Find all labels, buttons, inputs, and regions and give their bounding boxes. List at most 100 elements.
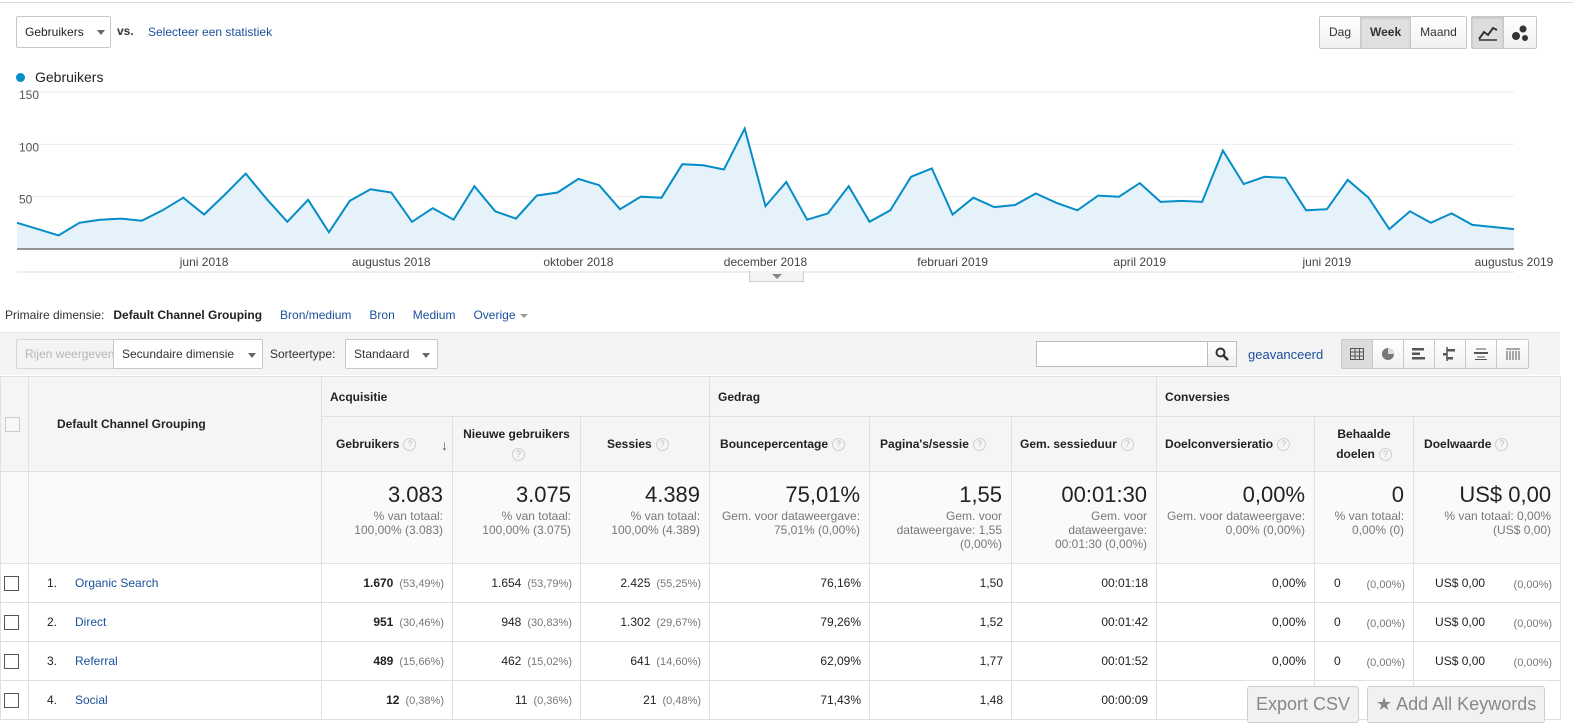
row-percent-sessions: (0,48%) bbox=[662, 695, 702, 707]
help-icon[interactable]: ? bbox=[655, 438, 669, 452]
totals-goal-value-value: US$ 0,00 bbox=[1459, 482, 1552, 507]
view-comparison-button[interactable] bbox=[1435, 340, 1466, 368]
column-header-bounce[interactable]: Bouncepercentage? bbox=[709, 416, 871, 472]
row-value-pages: 1,77 bbox=[979, 654, 1004, 668]
x-tick-label: december 2018 bbox=[724, 255, 808, 269]
help-icon[interactable]: ? bbox=[972, 438, 986, 452]
totals-label-cell bbox=[28, 471, 322, 564]
line-chart-button[interactable] bbox=[1472, 17, 1504, 48]
view-data-button[interactable] bbox=[1342, 340, 1373, 368]
metric-select[interactable]: Gebruikers bbox=[16, 16, 111, 48]
row-value-conv: 0,00% bbox=[1272, 654, 1307, 668]
totals-users-value: 3.083 bbox=[387, 482, 443, 507]
search-button[interactable] bbox=[1207, 341, 1237, 367]
row-channel-link[interactable]: Direct bbox=[75, 615, 107, 629]
export-csv-button[interactable]: Export CSV bbox=[1247, 686, 1360, 723]
period-week-button[interactable]: Week bbox=[1361, 17, 1412, 48]
row-channel-link[interactable]: Social bbox=[75, 693, 108, 707]
help-icon[interactable]: ? bbox=[1495, 438, 1509, 452]
primary-dimension-source[interactable]: Bron bbox=[369, 308, 395, 322]
row-index: 4. bbox=[47, 693, 58, 707]
row-channel-link[interactable]: Referral bbox=[75, 654, 118, 668]
help-icon[interactable]: ? bbox=[1378, 448, 1392, 462]
totals-bounce-sub: Gem. voor dataweergave: 75,01% (0,00%) bbox=[721, 509, 861, 537]
totals-sessions-sub: % van totaal: 100,00% (4.389) bbox=[611, 509, 701, 537]
row-cell-users: 489 (15,66%) bbox=[321, 641, 453, 681]
chevron-down-icon bbox=[248, 353, 256, 358]
help-icon[interactable]: ? bbox=[512, 448, 525, 462]
row-channel-link[interactable]: Organic Search bbox=[75, 576, 159, 590]
row-cell-bounce: 71,43% bbox=[709, 680, 871, 720]
totals-duration-value: 00:01:30 bbox=[1061, 482, 1148, 507]
row-checkbox[interactable] bbox=[4, 653, 19, 669]
totals-bounce: 75,01% Gem. voor dataweergave: 75,01% (0,… bbox=[709, 471, 871, 564]
x-tick-label: april 2019 bbox=[1113, 255, 1166, 269]
view-term-cloud-button[interactable] bbox=[1466, 340, 1497, 368]
period-day-button[interactable]: Dag bbox=[1320, 17, 1362, 48]
primary-dimension-other-label: Overige bbox=[473, 308, 516, 322]
x-tick-label: juni 2018 bbox=[179, 255, 229, 269]
row-checkbox[interactable] bbox=[4, 575, 19, 591]
row-value-new: 11 bbox=[515, 693, 528, 707]
row-channel-cell: 4. Social bbox=[28, 680, 322, 720]
secondary-dimension-select[interactable]: Secundaire dimensie bbox=[113, 339, 263, 369]
advanced-filter-link[interactable]: geavanceerd bbox=[1248, 347, 1324, 362]
primary-dimension-source-medium[interactable]: Bron/medium bbox=[280, 308, 352, 322]
primary-dimension-active[interactable]: Default Channel Grouping bbox=[113, 308, 263, 322]
x-tick-label: augustus 2018 bbox=[352, 255, 431, 269]
row-percent-value: (0,00%) bbox=[1513, 656, 1553, 669]
column-header-goal-conversion-rate-label: Doelconversieratio bbox=[1165, 436, 1274, 451]
totals-duration-sub: Gem. voor dataweergave: 00:01:30 (0,00%) bbox=[1054, 509, 1148, 551]
help-icon[interactable]: ? bbox=[1120, 438, 1134, 452]
column-header-users[interactable]: Gebruikers? ↓ bbox=[321, 416, 453, 472]
row-checkbox[interactable] bbox=[4, 614, 19, 630]
row-checkbox-cell bbox=[0, 641, 29, 681]
view-percentage-button[interactable] bbox=[1373, 340, 1404, 368]
row-value-goals: 0 bbox=[1334, 614, 1341, 629]
row-value-conv: 0,00% bbox=[1272, 615, 1307, 629]
column-header-new-users-label: Nieuwe gebruikers bbox=[463, 427, 570, 441]
column-header-pages-session[interactable]: Pagina's/sessie? bbox=[869, 416, 1013, 472]
series-area bbox=[17, 128, 1514, 249]
metric-select-value: Gebruikers bbox=[25, 25, 84, 39]
column-header-sessions[interactable]: Sessies? bbox=[579, 416, 711, 472]
totals-new-users: 3.075% van totaal: 100,00% (3.075) bbox=[452, 471, 581, 564]
row-value-sessions: 21 bbox=[643, 693, 657, 707]
chart-expand-handle[interactable] bbox=[749, 271, 804, 282]
sort-type-select[interactable]: Standaard bbox=[345, 339, 438, 369]
table-search-input[interactable] bbox=[1036, 341, 1208, 367]
view-pivot-button[interactable] bbox=[1497, 340, 1528, 368]
row-cell-pages: 1,77 bbox=[869, 641, 1013, 681]
totals-new-users-value: 3.075 bbox=[515, 482, 571, 507]
row-cell-sessions: 1.302 (29,67%) bbox=[579, 602, 711, 642]
select-statistic-link[interactable]: Selecteer een statistiek bbox=[148, 25, 273, 39]
row-value-pages: 1,52 bbox=[979, 615, 1004, 629]
term-cloud-icon bbox=[1474, 348, 1488, 360]
view-performance-button[interactable] bbox=[1404, 340, 1435, 368]
primary-dimension-medium[interactable]: Medium bbox=[412, 308, 456, 322]
primary-dimension-other[interactable]: Overige bbox=[473, 308, 528, 322]
line-chart-icon bbox=[1477, 26, 1497, 41]
show-rows-button[interactable]: Rijen weergeven bbox=[16, 339, 124, 369]
column-header-avg-duration[interactable]: Gem. sessieduur? bbox=[1011, 416, 1158, 472]
help-icon[interactable]: ? bbox=[1277, 438, 1291, 452]
add-all-keywords-button[interactable]: ★ Add All Keywords bbox=[1367, 686, 1546, 723]
help-icon[interactable]: ? bbox=[403, 438, 417, 452]
row-value-duration: 00:00:09 bbox=[1101, 693, 1149, 707]
row-checkbox[interactable] bbox=[4, 692, 19, 708]
column-header-goal-completions[interactable]: Behaalde doelen? bbox=[1314, 416, 1415, 472]
column-header-new-users[interactable]: Nieuwe gebruikers? bbox=[452, 416, 581, 472]
select-all-checkbox[interactable] bbox=[5, 416, 20, 432]
x-tick-label: februari 2019 bbox=[917, 255, 988, 269]
motion-chart-button[interactable] bbox=[1504, 17, 1536, 48]
primary-dimension-bar: Primaire dimensie: Default Channel Group… bbox=[5, 308, 546, 322]
column-header-goal-completions-label: Behaalde doelen bbox=[1336, 427, 1391, 461]
help-icon[interactable]: ? bbox=[832, 438, 846, 452]
dimension-header[interactable]: Default Channel Grouping bbox=[28, 376, 322, 472]
row-cell-value: US$ 0,00 (0,00%) bbox=[1413, 563, 1562, 603]
period-month-button[interactable]: Maand bbox=[1411, 17, 1466, 48]
column-header-goal-conversion-rate[interactable]: Doelconversieratio? bbox=[1156, 416, 1316, 472]
chevron-down-icon bbox=[519, 313, 528, 318]
column-header-goal-value[interactable]: Doelwaarde? bbox=[1413, 416, 1562, 472]
row-value-goals: 0 bbox=[1334, 653, 1341, 668]
